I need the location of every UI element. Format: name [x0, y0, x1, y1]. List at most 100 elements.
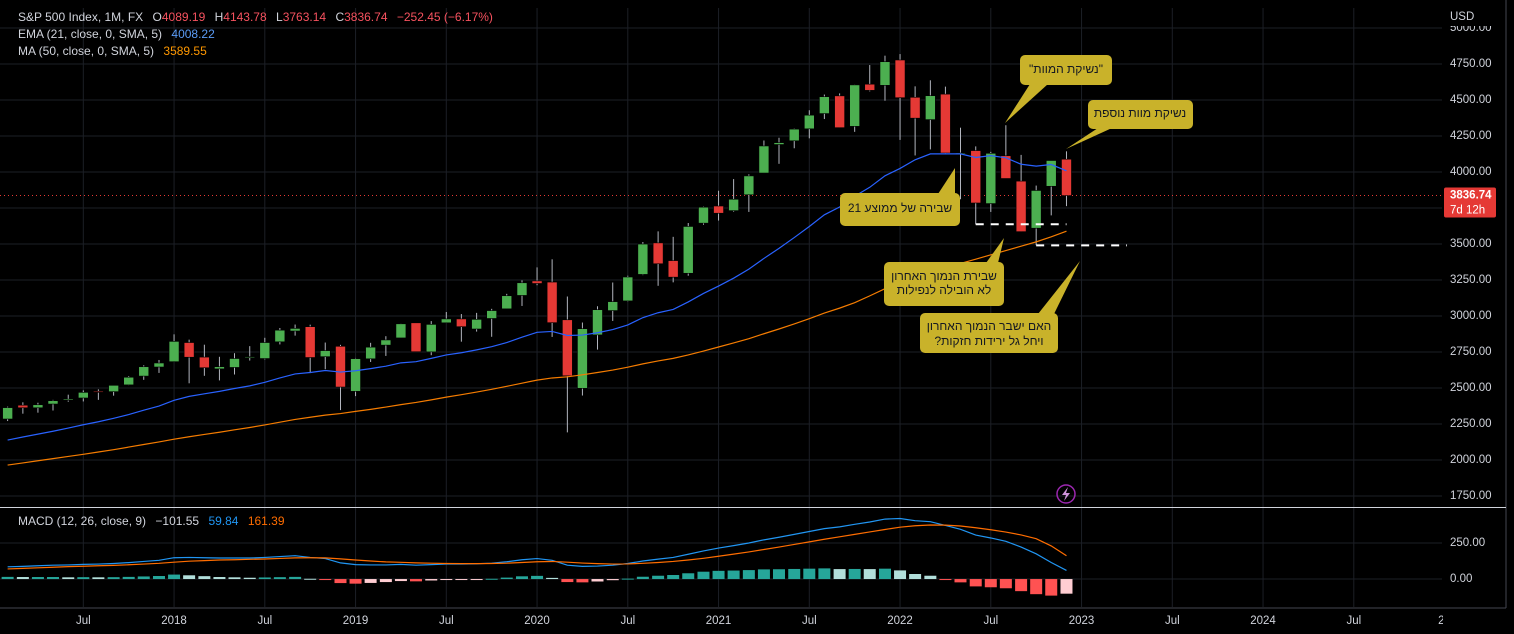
histogram-bar [77, 577, 90, 580]
callout: שבירה של ממוצע 21 [840, 168, 960, 226]
histogram-bar [31, 577, 44, 580]
histogram-bar [122, 576, 135, 580]
ohlc-value: 3836.74 [344, 10, 388, 24]
candle-body [698, 206, 709, 224]
callout-pointer [1005, 84, 1048, 123]
candle-body [667, 260, 679, 278]
candle-body [108, 385, 119, 392]
macd-hist-value: −101.55 [155, 514, 199, 528]
candle-body [864, 83, 876, 91]
currency-label: USD [1450, 11, 1474, 23]
histogram-bar [969, 579, 982, 587]
ema-name: EMA (21, close, 0, SMA, 5) [18, 27, 162, 41]
histogram-bar [379, 579, 392, 583]
candle-body [803, 114, 815, 130]
candle-body [1030, 190, 1042, 229]
histogram-bar [652, 575, 665, 580]
candle-body [592, 309, 603, 336]
candle-body [289, 328, 301, 332]
histogram-bar [531, 575, 544, 580]
candle-body [214, 366, 225, 370]
y-tick-label: 250.00 [1450, 537, 1485, 549]
candle-body [758, 145, 770, 174]
ohlc-letter: L [276, 10, 283, 24]
histogram-bar [198, 576, 211, 580]
candle-body [728, 198, 739, 211]
histogram-bar [894, 570, 907, 580]
callout-box [920, 313, 1058, 353]
histogram-bar [984, 579, 997, 588]
ohlc-letter: O [153, 10, 162, 24]
y-tick-label: 3250.00 [1450, 274, 1492, 286]
candle-body [62, 398, 74, 401]
candle-body [350, 358, 361, 392]
histogram-bar [243, 577, 256, 580]
histogram-bar [576, 579, 589, 583]
candle-body [274, 329, 286, 343]
histogram-bar [349, 579, 362, 584]
y-tick-label: 4000.00 [1450, 166, 1492, 178]
histogram-bar [621, 578, 634, 580]
ohlc-value: 4143.78 [223, 10, 267, 24]
histogram-bar [425, 579, 438, 581]
y-tick-label: 2750.00 [1450, 346, 1492, 358]
candle-body [319, 350, 331, 357]
currency-bg [1444, 8, 1504, 26]
candle-body [819, 96, 830, 114]
candle-body [834, 95, 845, 128]
histogram-bar [848, 568, 861, 580]
y-tick-label: 2000.00 [1450, 454, 1492, 466]
y-tick-label: 3000.00 [1450, 310, 1492, 322]
symbol-title: S&P 500 Index, 1M, FX [18, 10, 143, 24]
x-tick-label: Jul [1346, 615, 1361, 627]
callout-pointer [938, 168, 955, 194]
candle-body [879, 61, 891, 86]
last-price-label: 3836.74 [1450, 190, 1492, 202]
histogram-bar [16, 577, 29, 580]
histogram-bar [1030, 579, 1043, 595]
histogram-bar [924, 575, 937, 580]
candle-body [304, 326, 316, 358]
price-pane [0, 54, 1442, 466]
histogram-bar [727, 570, 740, 580]
candle-body [486, 310, 497, 319]
histogram-bar [833, 569, 846, 580]
callout-text: ויחל גל ירידות חזקות? [934, 334, 1043, 348]
ohlc-value: 3763.14 [283, 10, 327, 24]
x-tick-label: Jul [1165, 615, 1180, 627]
candle-body [562, 319, 573, 377]
histogram-bar [364, 579, 377, 583]
histogram-bar [591, 579, 604, 582]
histogram-bar [742, 570, 755, 580]
x-tick-label: Jul [802, 615, 817, 627]
candle-body [153, 362, 165, 368]
candle-body [365, 346, 376, 360]
candle-body [244, 356, 256, 358]
histogram-bar [1060, 579, 1073, 594]
candle-body [652, 242, 664, 265]
candle-body [259, 342, 271, 359]
candle-body [47, 400, 59, 405]
histogram-bar [319, 579, 332, 581]
callout-text: נשיקת מוות נוספת [1094, 106, 1186, 120]
histogram-bar [788, 568, 801, 580]
x-tick-label: Jul [983, 615, 998, 627]
candle-body [183, 342, 195, 358]
ema-legend: EMA (21, close, 0, SMA, 5) 4008.22 [18, 27, 215, 41]
candle-body [335, 345, 346, 388]
histogram-bar [803, 568, 816, 580]
callout-text: שבירת הנמוך האחרון [891, 269, 997, 283]
x-tick-label: Jul [439, 615, 454, 627]
candle-body [682, 226, 694, 274]
candle-body [925, 95, 936, 120]
candle-body [743, 175, 755, 196]
histogram-bar [999, 579, 1012, 589]
ma-legend: MA (50, close, 0, SMA, 5) 3589.55 [18, 44, 207, 58]
alert-icon[interactable] [1056, 484, 1076, 504]
candle-body [713, 205, 724, 214]
histogram-bar [757, 569, 770, 580]
change: −252.45 (−6.17%) [397, 10, 493, 24]
candle-body [2, 407, 13, 420]
